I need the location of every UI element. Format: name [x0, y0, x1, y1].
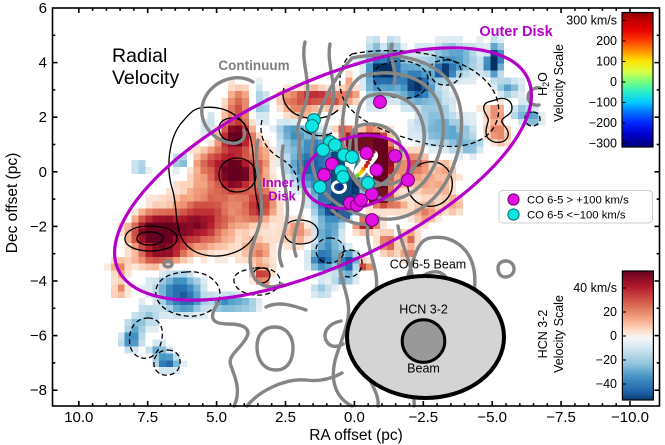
- svg-text:−4: −4: [30, 273, 47, 290]
- svg-text:−300: −300: [589, 137, 617, 151]
- svg-text:Disk: Disk: [268, 189, 296, 204]
- svg-text:−2: −2: [30, 218, 47, 235]
- svg-text:5.0: 5.0: [206, 409, 227, 426]
- svg-text:20: 20: [603, 305, 617, 319]
- svg-text:H2O: H2O: [536, 72, 551, 96]
- svg-text:Radial: Radial: [112, 45, 167, 67]
- svg-text:−10.0: −10.0: [611, 409, 649, 426]
- svg-text:−6: −6: [30, 328, 47, 345]
- svg-text:Inner: Inner: [262, 175, 294, 190]
- svg-text:HCN 3-2: HCN 3-2: [536, 310, 550, 359]
- svg-text:−200: −200: [589, 116, 617, 130]
- svg-text:−7.5: −7.5: [546, 409, 576, 426]
- svg-text:0: 0: [610, 329, 617, 343]
- svg-text:40 km/s: 40 km/s: [573, 281, 617, 295]
- svg-text:−100: −100: [589, 96, 617, 110]
- svg-text:Velocity Scale: Velocity Scale: [552, 44, 566, 122]
- svg-text:0: 0: [39, 164, 47, 181]
- svg-text:−8: −8: [30, 382, 47, 399]
- svg-text:2: 2: [39, 109, 47, 126]
- svg-text:RA offset (pc): RA offset (pc): [309, 427, 403, 444]
- svg-text:0: 0: [610, 75, 617, 89]
- svg-text:2.5: 2.5: [275, 409, 296, 426]
- svg-text:7.5: 7.5: [137, 409, 158, 426]
- svg-text:10.0: 10.0: [64, 409, 93, 426]
- svg-text:4: 4: [39, 55, 47, 72]
- svg-text:0.0: 0.0: [344, 409, 365, 426]
- svg-text:HCN 3-2: HCN 3-2: [399, 303, 448, 317]
- svg-text:300 km/s: 300 km/s: [566, 14, 617, 28]
- svg-text:200: 200: [596, 34, 617, 48]
- svg-text:Velocity: Velocity: [112, 67, 179, 89]
- svg-text:−40: −40: [596, 377, 617, 391]
- svg-text:CO 6-5 Beam: CO 6-5 Beam: [390, 258, 466, 272]
- svg-text:CO 6-5 > +100 km/s: CO 6-5 > +100 km/s: [527, 195, 629, 207]
- svg-text:Dec offset (pc): Dec offset (pc): [4, 153, 21, 254]
- svg-text:CO 6-5 <−100 km/s: CO 6-5 <−100 km/s: [527, 210, 626, 222]
- svg-text:Outer Disk: Outer Disk: [479, 24, 553, 40]
- svg-text:−2.5: −2.5: [408, 409, 438, 426]
- svg-text:Beam: Beam: [407, 362, 440, 376]
- svg-text:Velocity Scale: Velocity Scale: [552, 295, 566, 373]
- svg-text:Continuum: Continuum: [218, 58, 289, 73]
- svg-text:−20: −20: [596, 353, 617, 367]
- svg-text:6: 6: [39, 0, 47, 17]
- svg-text:−5.0: −5.0: [477, 409, 507, 426]
- svg-text:100: 100: [596, 55, 617, 69]
